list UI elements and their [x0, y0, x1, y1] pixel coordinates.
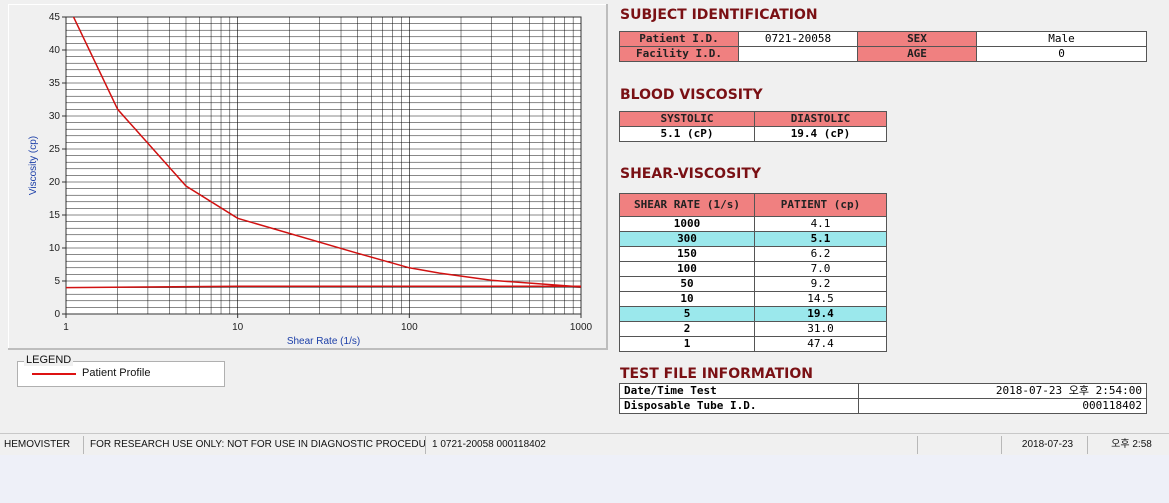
diastolic-value: 19.4 (cP): [754, 126, 887, 142]
baseline-line: [66, 285, 581, 289]
y-tick-label: 45: [49, 12, 61, 23]
y-tick-label: 30: [49, 111, 61, 122]
blood-viscosity-table: SYSTOLIC DIASTOLIC 5.1 (cP) 19.4 (cP): [619, 111, 887, 142]
table-row: 5 19.4: [619, 306, 887, 322]
age-value: 0: [976, 46, 1147, 62]
table-row: 1 47.4: [619, 336, 887, 352]
y-tick-label: 0: [54, 309, 60, 320]
sex-label: SEX: [857, 31, 977, 47]
status-empty-cell: [920, 436, 1002, 454]
status-record-info: 1 0721-20058 000118402: [428, 436, 918, 454]
y-axis-label: Viscosity (cp): [28, 136, 39, 195]
status-app-name: HEMOVISTER: [0, 436, 84, 454]
table-row: 50 9.2: [619, 276, 887, 292]
patient-profile-line: [72, 17, 581, 288]
status-time: 오후 2:58: [1111, 439, 1152, 450]
age-label: AGE: [857, 46, 977, 62]
table-row: 150 6.2: [619, 246, 887, 262]
test-file-table: Date/Time Test 2018-07-23 오후 2:54:00 Dis…: [619, 383, 1147, 414]
x-tick-label: 100: [401, 322, 418, 333]
y-tick-label: 5: [54, 276, 60, 287]
plot-area: [65, 16, 582, 315]
legend-line-swatch: [32, 373, 76, 375]
status-bar: HEMOVISTER FOR RESEARCH USE ONLY: NOT FO…: [0, 433, 1169, 456]
table-row: 1000 4.1: [619, 216, 887, 232]
y-tick-label: 25: [49, 144, 61, 155]
x-axis-label: Shear Rate (1/s): [287, 336, 360, 347]
x-tick-label: 1: [63, 322, 69, 333]
y-tick-label: 20: [49, 177, 61, 188]
blood-viscosity-title: BLOOD VISCOSITY: [620, 87, 763, 103]
patient-id-label: Patient I.D.: [619, 31, 739, 47]
shear-rate-cell: 300: [619, 231, 755, 247]
shear-rate-cell: 5: [619, 306, 755, 322]
table-row: 100 7.0: [619, 261, 887, 277]
y-tick-label: 10: [49, 243, 61, 254]
shear-viscosity-table: SHEAR RATE (1/s) PATIENT (cp) 1000 4.1 300…: [619, 193, 887, 352]
patient-cp-header: PATIENT (cp): [754, 193, 887, 217]
tube-id-value: 000118402: [858, 398, 1147, 414]
shear-rate-cell: 2: [619, 321, 755, 337]
shear-rate-cell: 100: [619, 261, 755, 277]
subject-identification-title: SUBJECT IDENTIFICATION: [620, 7, 818, 23]
patient-cp-cell: 7.0: [754, 261, 887, 277]
empty-workspace: [0, 455, 1169, 503]
table-row: 300 5.1: [619, 231, 887, 247]
shear-rate-cell: 1: [619, 336, 755, 352]
shear-rate-cell: 50: [619, 276, 755, 292]
systolic-label: SYSTOLIC: [619, 111, 755, 127]
legend-label: Patient Profile: [82, 367, 151, 379]
table-row: 2 31.0: [619, 321, 887, 337]
legend-title: LEGEND: [24, 354, 74, 366]
viscosity-chart-panel: 0 5 10 15 20 25 30 35 40 45 1 10 100 1000 Shear Rate (…: [8, 4, 608, 350]
patient-cp-cell: 4.1: [754, 216, 887, 232]
status-research-notice: FOR RESEARCH USE ONLY: NOT FOR USE IN DI…: [86, 436, 426, 454]
facility-id-label: Facility I.D.: [619, 46, 739, 62]
patient-cp-cell: 19.4: [754, 306, 887, 322]
y-tick-label: 35: [49, 78, 61, 89]
subject-table: Patient I.D. 0721-20058 SEX Male Facilit…: [619, 31, 1147, 62]
status-date: 2018-07-23: [1004, 436, 1088, 454]
patient-id-value: 0721-20058: [738, 31, 858, 47]
test-file-information-title: TEST FILE INFORMATION: [620, 366, 813, 382]
shear-rate-header: SHEAR RATE (1/s): [619, 193, 755, 217]
patient-cp-cell: 31.0: [754, 321, 887, 337]
datetime-label: Date/Time Test: [619, 383, 859, 399]
datetime-value: 2018-07-23 오후 2:54:00: [858, 383, 1147, 399]
shear-rate-cell: 10: [619, 291, 755, 307]
table-row: 10 14.5: [619, 291, 887, 307]
diastolic-label: DIASTOLIC: [754, 111, 887, 127]
patient-cp-cell: 6.2: [754, 246, 887, 262]
patient-cp-cell: 5.1: [754, 231, 887, 247]
sex-value: Male: [976, 31, 1147, 47]
tube-id-label: Disposable Tube I.D.: [619, 398, 859, 414]
y-tick-label: 15: [49, 210, 61, 221]
x-tick-label: 10: [232, 322, 244, 333]
patient-cp-cell: 14.5: [754, 291, 887, 307]
systolic-value: 5.1 (cP): [619, 126, 755, 142]
viscosity-chart: 0 5 10 15 20 25 30 35 40 45 1 10 100 1000 Shear Rate (…: [28, 12, 593, 347]
x-tick-label: 1000: [570, 322, 593, 333]
patient-cp-cell: 9.2: [754, 276, 887, 292]
shear-rate-cell: 150: [619, 246, 755, 262]
patient-cp-cell: 47.4: [754, 336, 887, 352]
y-tick-label: 40: [49, 45, 61, 56]
shear-viscosity-title: SHEAR-VISCOSITY: [620, 166, 762, 182]
shear-rate-cell: 1000: [619, 216, 755, 232]
facility-id-value: [738, 46, 858, 62]
